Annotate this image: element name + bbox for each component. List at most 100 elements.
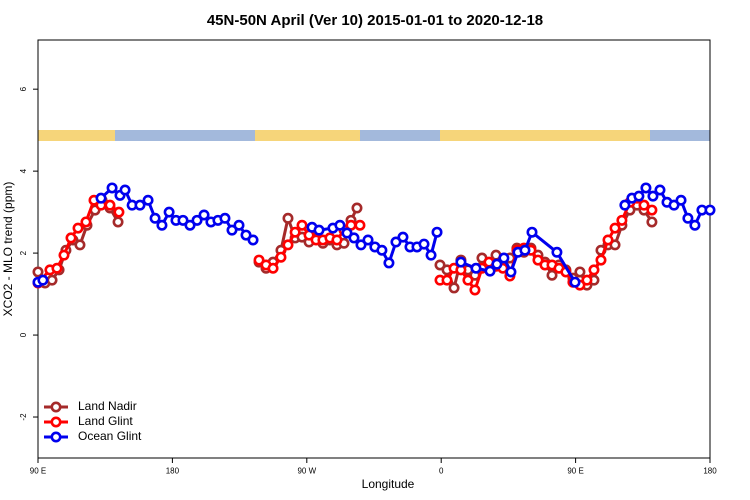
point: [383, 257, 395, 269]
point: [351, 202, 363, 214]
legend-marker: [50, 401, 62, 413]
chart-title: 45N-50N April (Ver 10) 2015-01-01 to 202…: [207, 12, 543, 29]
y-tick-label: -2: [19, 413, 28, 421]
point: [289, 226, 301, 238]
point: [74, 239, 86, 251]
legend-marker: [50, 431, 62, 443]
y-axis-label: XCO2 - MLO trend (ppm): [1, 182, 15, 317]
point: [104, 199, 116, 211]
point: [434, 259, 446, 271]
point: [65, 232, 77, 244]
point: [574, 266, 586, 278]
point: [619, 199, 631, 211]
point: [647, 190, 659, 202]
x-tick-label: 90 E: [567, 467, 583, 476]
point: [354, 219, 366, 231]
point: [609, 239, 621, 251]
point: [355, 239, 367, 251]
point: [462, 274, 474, 286]
x-tick-label: 90 E: [30, 467, 46, 476]
legend-marker: [50, 416, 62, 428]
point: [484, 265, 496, 277]
point: [72, 222, 84, 234]
point: [149, 212, 161, 224]
point: [581, 274, 593, 286]
point: [546, 269, 558, 281]
point: [233, 219, 245, 231]
point: [253, 254, 265, 266]
x-tick-label: 0: [439, 467, 444, 476]
point: [113, 206, 125, 218]
legend-label: Ocean Glint: [78, 429, 142, 443]
point: [177, 214, 189, 226]
point: [505, 266, 517, 278]
point: [247, 234, 259, 246]
point: [470, 262, 482, 274]
point: [296, 219, 308, 231]
x-axis-label: Longitude: [362, 477, 415, 491]
point: [668, 199, 680, 211]
point: [455, 256, 467, 268]
point: [51, 262, 63, 274]
y-tick-label: 6: [19, 86, 28, 91]
point: [498, 252, 510, 264]
plot-frame: [37, 39, 711, 459]
point: [32, 266, 44, 278]
point: [331, 234, 343, 246]
point: [569, 276, 581, 288]
point: [119, 184, 131, 196]
point: [704, 204, 716, 216]
series-layer: [32, 182, 716, 296]
point: [418, 238, 430, 250]
point: [491, 258, 503, 270]
point: [106, 182, 118, 194]
point: [275, 251, 287, 263]
point: [646, 216, 658, 228]
point: [469, 284, 481, 296]
point: [240, 229, 252, 241]
y-tick-label: 4: [19, 168, 28, 173]
point: [397, 231, 409, 243]
axes: 90 E 180 90 W 0 90 E 180 -2 0 2 4 6: [19, 86, 717, 475]
point: [156, 219, 168, 231]
point: [633, 190, 645, 202]
point: [142, 194, 154, 206]
point: [313, 224, 325, 236]
y-tick-label: 2: [19, 250, 28, 255]
legend-label: Land Nadir: [78, 399, 137, 413]
x-tick-label: 180: [166, 467, 180, 476]
point: [58, 249, 70, 261]
point: [682, 212, 694, 224]
point: [609, 222, 621, 234]
point: [431, 226, 443, 238]
x-tick-label: 180: [703, 467, 717, 476]
point: [646, 204, 658, 216]
point: [198, 209, 210, 221]
point: [595, 254, 607, 266]
point: [184, 219, 196, 231]
point: [588, 264, 600, 276]
point: [532, 254, 544, 266]
y-tick-label: 0: [19, 332, 28, 337]
point: [551, 246, 563, 258]
point: [267, 262, 279, 274]
point: [602, 234, 614, 246]
point: [341, 227, 353, 239]
point: [348, 232, 360, 244]
point: [675, 194, 687, 206]
point: [282, 239, 294, 251]
point: [134, 199, 146, 211]
point: [640, 182, 652, 194]
point: [362, 234, 374, 246]
point: [616, 214, 628, 226]
ocean-strip: [360, 130, 440, 141]
point: [191, 214, 203, 226]
point: [46, 274, 58, 286]
legend-label: Land Glint: [78, 414, 133, 428]
point: [376, 244, 388, 256]
point: [334, 219, 346, 231]
point: [441, 274, 453, 286]
